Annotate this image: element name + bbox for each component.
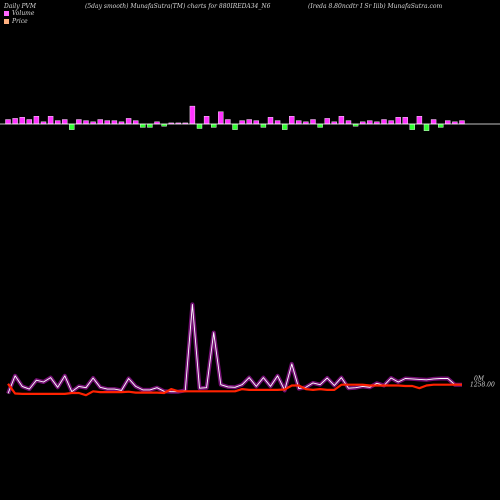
volume-bar xyxy=(296,120,302,125)
volume-bar xyxy=(239,120,245,125)
volume-bar xyxy=(26,119,32,125)
volume-bars xyxy=(5,105,465,131)
volume-bar xyxy=(125,118,132,125)
volume-bar xyxy=(196,123,203,129)
volume-bar xyxy=(69,123,75,130)
pvm-line-glow xyxy=(6,302,462,395)
volume-bar xyxy=(19,117,25,125)
price-line xyxy=(7,383,462,397)
volume-bar xyxy=(345,120,352,125)
legend-price: Price xyxy=(4,18,28,25)
legend-volume-swatch xyxy=(4,11,9,16)
legend-volume: Volume xyxy=(4,10,34,17)
pvm-last-label: 0M xyxy=(474,376,485,383)
volume-bar xyxy=(274,120,281,125)
volume-bar xyxy=(317,123,323,128)
chart-header-center: (5day smooth) MunafaSutra(TM) charts for… xyxy=(85,3,271,10)
volume-bar xyxy=(47,115,54,125)
chart-header-left: Daily PVM xyxy=(4,3,37,10)
legend-price-swatch xyxy=(4,19,9,24)
legend-price-label: Price xyxy=(12,18,28,25)
volume-bar xyxy=(416,115,423,125)
volume-bar xyxy=(423,123,430,131)
volume-bar xyxy=(459,120,465,125)
volume-bar xyxy=(189,105,196,125)
price-lines xyxy=(6,302,462,397)
volume-bar xyxy=(409,123,415,130)
volume-bar xyxy=(210,123,217,128)
volume-bar xyxy=(104,120,111,125)
chart-header-right: (Ireda 8.80ncdtr I Sr Iiib) MunafaSutra.… xyxy=(308,3,443,10)
volume-bar xyxy=(83,120,89,125)
volume-bar xyxy=(338,115,345,125)
volume-bar xyxy=(260,123,267,128)
volume-bar xyxy=(232,123,238,130)
volume-bar xyxy=(289,115,295,125)
volume-bar xyxy=(62,119,68,125)
volume-bar xyxy=(246,119,252,125)
volume-bar xyxy=(225,119,231,125)
volume-bar xyxy=(5,119,11,125)
volume-bar xyxy=(282,123,288,130)
volume-bar xyxy=(402,117,408,125)
volume-bar xyxy=(140,123,146,128)
volume-bar xyxy=(438,123,444,128)
volume-bar xyxy=(218,111,224,125)
price-last-label: 1258.00 xyxy=(470,382,495,389)
volume-bar xyxy=(395,117,401,125)
volume-bar xyxy=(12,118,18,125)
volume-bar xyxy=(267,117,274,125)
volume-bar xyxy=(253,120,260,125)
volume-bar xyxy=(310,119,316,125)
volume-bar xyxy=(55,120,61,125)
volume-bar xyxy=(132,120,139,125)
volume-bar xyxy=(367,120,373,125)
volume-bar xyxy=(445,120,451,125)
volume-bar xyxy=(324,118,330,125)
volume-bar xyxy=(203,115,210,125)
volume-bar xyxy=(76,119,82,125)
volume-bar xyxy=(147,123,153,128)
volume-bar xyxy=(33,115,40,125)
legend-volume-label: Volume xyxy=(12,10,35,17)
volume-bar xyxy=(111,120,118,125)
volume-bar xyxy=(381,119,387,125)
volume-bar xyxy=(97,119,103,125)
pvm-line xyxy=(7,303,462,394)
volume-bar xyxy=(388,120,394,125)
volume-bar xyxy=(430,119,437,125)
